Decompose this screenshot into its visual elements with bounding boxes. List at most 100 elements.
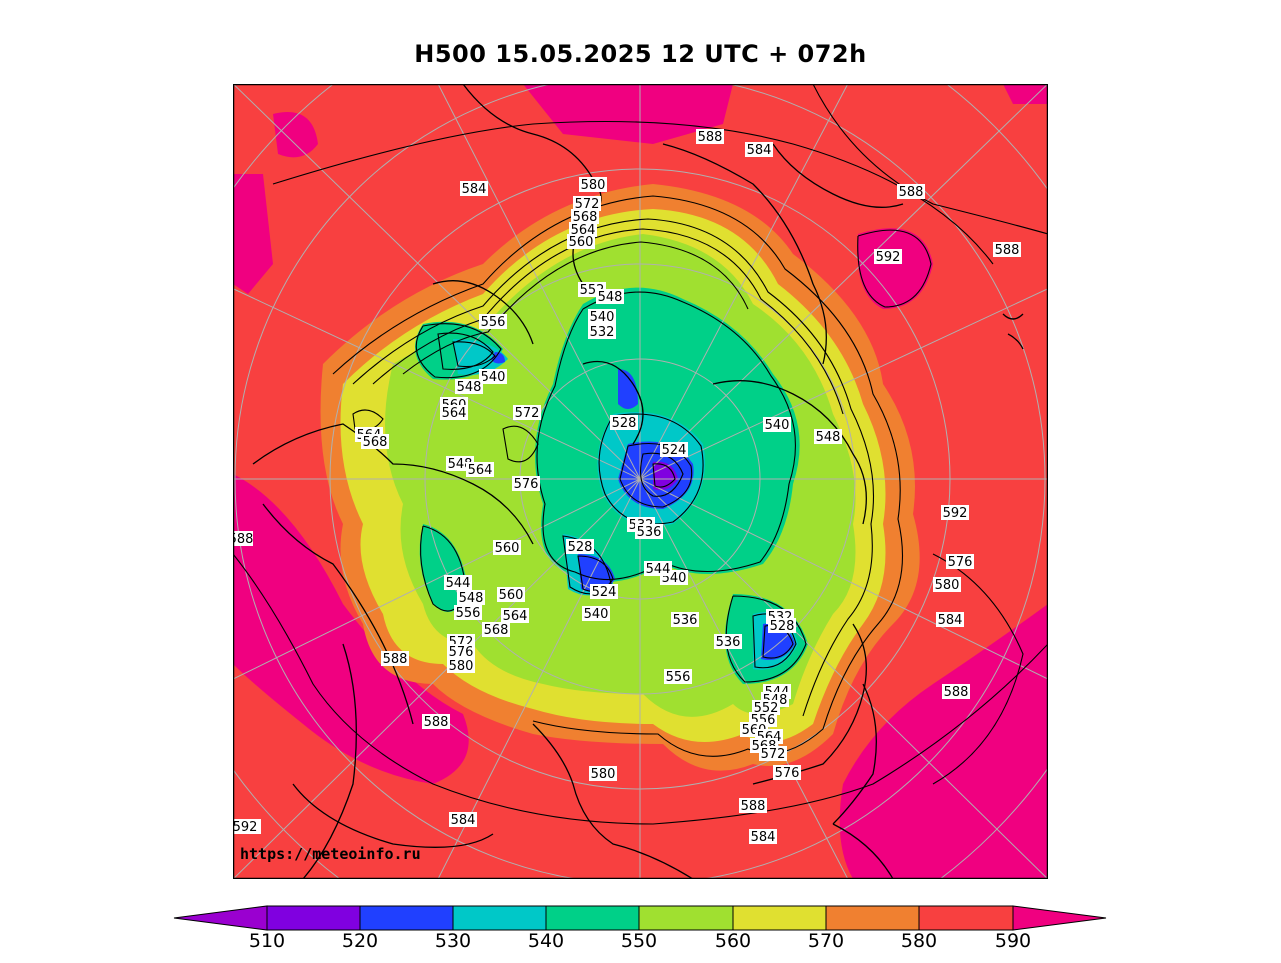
svg-text:576: 576	[514, 477, 539, 492]
contour-label: 572	[573, 196, 601, 212]
contour-label: 584	[749, 829, 777, 845]
svg-text:540: 540	[584, 607, 609, 622]
contour-labels: 588 584 584 588 592 588 580 572 568 564 …	[233, 129, 1021, 845]
color-legend-bar	[173, 905, 1107, 931]
svg-text:548: 548	[459, 591, 484, 606]
legend-tick-label: 530	[434, 930, 472, 952]
svg-text:588: 588	[899, 185, 924, 200]
legend-swatch-520-530	[359, 905, 454, 931]
svg-text:548: 548	[816, 430, 841, 445]
svg-text:564: 564	[468, 463, 493, 478]
contour-label: 536	[714, 634, 742, 650]
svg-text:576: 576	[775, 766, 800, 781]
svg-text:532: 532	[590, 325, 615, 340]
svg-text:576: 576	[948, 555, 973, 570]
contour-label: 528	[610, 415, 638, 431]
svg-text:592: 592	[233, 820, 257, 835]
contour-label: 568	[482, 622, 510, 638]
svg-text:576: 576	[449, 645, 474, 660]
svg-text:564: 564	[442, 406, 467, 421]
contour-label: 540	[479, 369, 507, 385]
contour-label: 588	[422, 714, 450, 730]
contour-label: 560	[493, 540, 521, 556]
contour-label: 584	[449, 812, 477, 828]
contour-label: 588	[739, 798, 767, 814]
svg-text:572: 572	[761, 747, 786, 762]
legend-swatch-above-590	[1012, 905, 1107, 931]
contour-label: 548	[596, 289, 624, 305]
svg-text:564: 564	[503, 609, 528, 624]
contour-label: 588	[696, 129, 724, 145]
svg-text:584: 584	[938, 613, 963, 628]
legend-tick-label: 580	[900, 930, 938, 952]
svg-text:568: 568	[363, 435, 388, 450]
svg-text:572: 572	[515, 406, 540, 421]
contour-label: 564	[440, 405, 468, 421]
contour-label: 544	[444, 575, 472, 591]
svg-text:584: 584	[747, 143, 772, 158]
legend-swatch-560-570	[732, 905, 827, 931]
legend-tick-label: 540	[527, 930, 565, 952]
svg-text:548: 548	[457, 380, 482, 395]
svg-text:560: 560	[569, 235, 594, 250]
contour-label: 580	[589, 766, 617, 782]
svg-text:556: 556	[666, 670, 691, 685]
svg-text:524: 524	[592, 585, 617, 600]
svg-text:536: 536	[716, 635, 741, 650]
legend-tick-label: 520	[341, 930, 379, 952]
svg-text:540: 540	[590, 310, 615, 325]
contour-label: 536	[635, 524, 663, 540]
svg-text:580: 580	[935, 578, 960, 593]
contour-label: 568	[361, 434, 389, 450]
contour-label: 564	[466, 462, 494, 478]
svg-text:592: 592	[876, 250, 901, 265]
contour-label: 576	[512, 476, 540, 492]
contour-label: 576	[946, 554, 974, 570]
svg-text:588: 588	[424, 715, 449, 730]
contour-label: 592	[233, 819, 261, 835]
svg-text:588: 588	[741, 799, 766, 814]
legend-tick-label: 510	[248, 930, 286, 952]
contour-label: 584	[460, 181, 488, 197]
svg-text:540: 540	[481, 370, 506, 385]
contour-label: 524	[590, 584, 618, 600]
contour-label: 592	[874, 249, 902, 265]
contour-label: 540	[582, 606, 610, 622]
watermark: https://meteoinfo.ru	[240, 845, 421, 863]
svg-text:588: 588	[383, 652, 408, 667]
svg-text:568: 568	[484, 623, 509, 638]
legend-swatch-580-590	[918, 905, 1014, 931]
contour-label: 580	[933, 577, 961, 593]
svg-text:560: 560	[495, 541, 520, 556]
svg-text:544: 544	[446, 576, 471, 591]
contour-label: 556	[454, 605, 482, 621]
contour-label: 528	[566, 539, 594, 555]
contour-label: 584	[745, 142, 773, 158]
svg-text:560: 560	[499, 588, 524, 603]
legend-swatch-570-580	[825, 905, 920, 931]
contour-label: 548	[814, 429, 842, 445]
band-above-590	[233, 84, 1048, 879]
legend-swatch-530-540	[452, 905, 547, 931]
contour-label: 544	[644, 561, 672, 577]
contour-label: 560	[497, 587, 525, 603]
contour-label: 556	[479, 314, 507, 330]
map-frame	[233, 84, 1048, 879]
contour-label: 548	[457, 590, 485, 606]
legend-tick-label: 590	[994, 930, 1032, 952]
svg-text:544: 544	[646, 562, 671, 577]
contour-label: 588	[233, 531, 253, 547]
svg-text:528: 528	[568, 540, 593, 555]
svg-text:556: 556	[456, 606, 481, 621]
contour-label: 568	[571, 209, 599, 225]
svg-text:528: 528	[612, 416, 637, 431]
svg-text:572: 572	[575, 197, 600, 212]
geopotential-height-map: 588 584 584 588 592 588 580 572 568 564 …	[233, 84, 1048, 879]
svg-text:528: 528	[770, 619, 795, 634]
contour-label: 588	[942, 684, 970, 700]
svg-text:548: 548	[598, 290, 623, 305]
band-510-520	[653, 461, 678, 491]
svg-text:588: 588	[233, 532, 253, 547]
svg-text:584: 584	[451, 813, 476, 828]
contour-label: 548	[455, 379, 483, 395]
